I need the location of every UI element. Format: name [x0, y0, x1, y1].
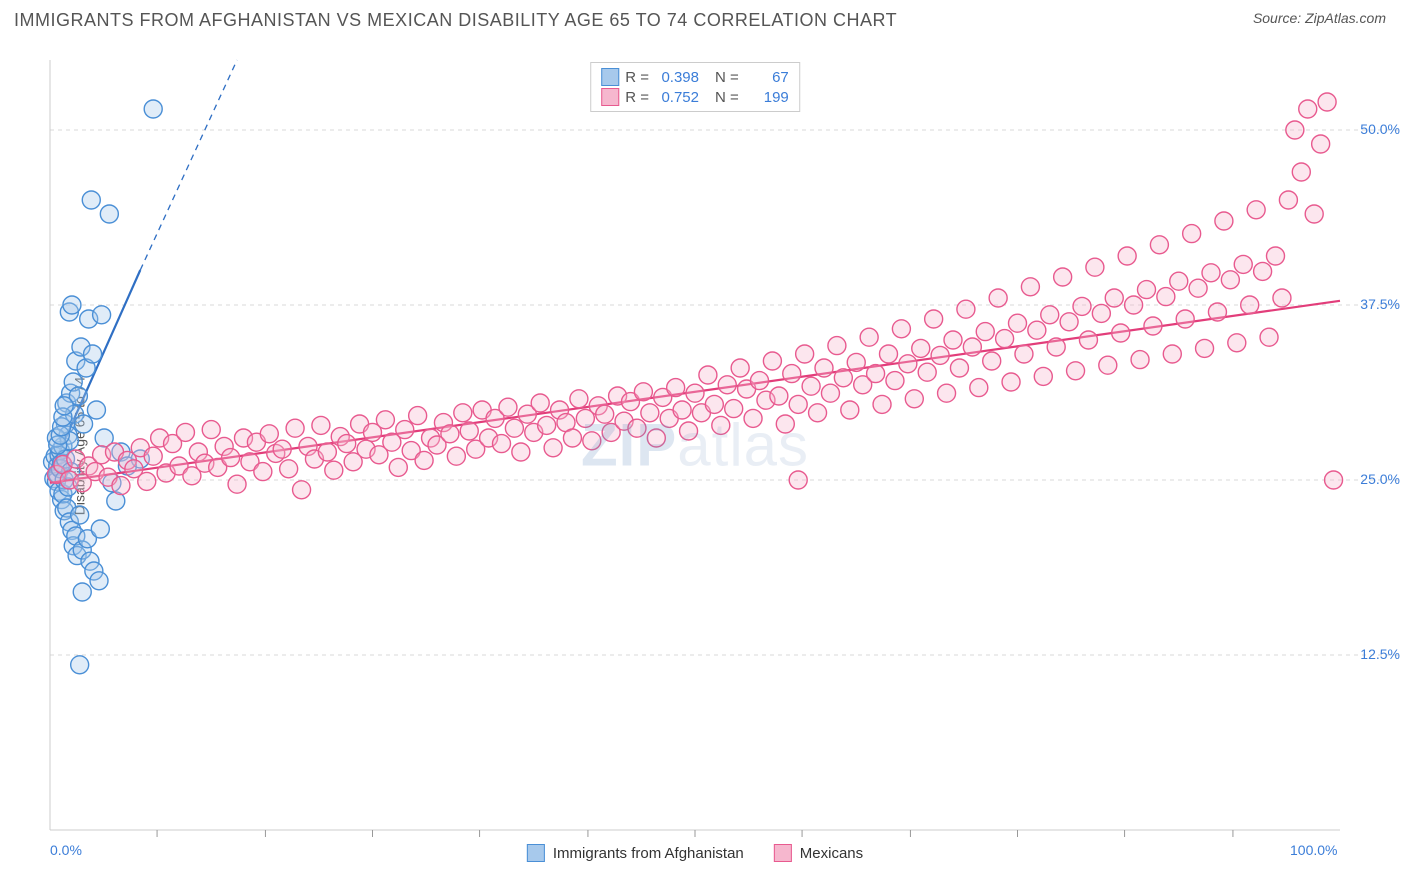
- y-tick-label: 25.0%: [1360, 471, 1400, 487]
- swatch-icon: [601, 88, 619, 106]
- swatch-icon: [527, 844, 545, 862]
- x-tick-label: 100.0%: [1290, 842, 1337, 858]
- chart-title: IMMIGRANTS FROM AFGHANISTAN VS MEXICAN D…: [14, 10, 897, 31]
- swatch-icon: [601, 68, 619, 86]
- stats-row-1: R = 0.752 N = 199: [601, 87, 789, 107]
- legend-label-0: Immigrants from Afghanistan: [553, 845, 744, 862]
- series-legend: Immigrants from Afghanistan Mexicans: [527, 844, 863, 862]
- stats-row-0: R = 0.398 N = 67: [601, 67, 789, 87]
- scatter-chart: ZIPatlas R = 0.398 N = 67 R = 0.752 N = …: [50, 60, 1340, 830]
- stats-legend: R = 0.398 N = 67 R = 0.752 N = 199: [590, 62, 800, 112]
- r-value-1: 0.752: [655, 89, 699, 106]
- legend-label-1: Mexicans: [800, 845, 863, 862]
- n-label: N =: [715, 69, 739, 86]
- chart-svg: [50, 60, 1340, 830]
- r-label: R =: [625, 89, 649, 106]
- swatch-icon: [774, 844, 792, 862]
- source-attribution: Source: ZipAtlas.com: [1253, 10, 1386, 26]
- legend-item-0: Immigrants from Afghanistan: [527, 844, 744, 862]
- n-label: N =: [715, 89, 739, 106]
- y-tick-label: 37.5%: [1360, 296, 1400, 312]
- r-value-0: 0.398: [655, 69, 699, 86]
- legend-item-1: Mexicans: [774, 844, 863, 862]
- n-value-1: 199: [745, 89, 789, 106]
- r-label: R =: [625, 69, 649, 86]
- y-tick-label: 50.0%: [1360, 121, 1400, 137]
- x-tick-label: 0.0%: [50, 842, 82, 858]
- source-value: ZipAtlas.com: [1305, 10, 1386, 26]
- y-tick-label: 12.5%: [1360, 646, 1400, 662]
- source-label: Source:: [1253, 10, 1305, 26]
- n-value-0: 67: [745, 69, 789, 86]
